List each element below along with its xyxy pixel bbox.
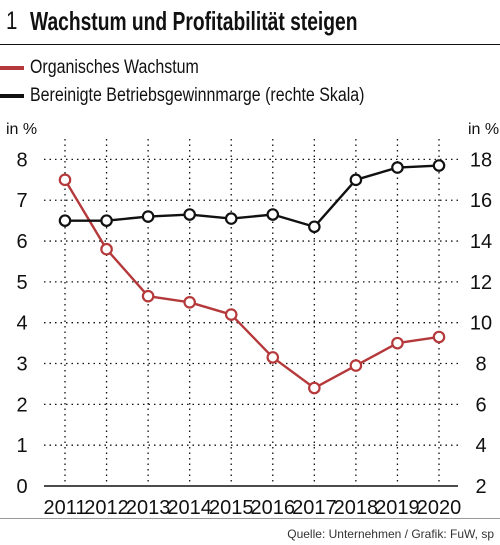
left-tick-label: 8	[16, 149, 27, 171]
data-point-operating-margin	[100, 214, 113, 227]
legend-item-margin: Bereinigte Betriebsgewinnmarge (rechte S…	[0, 84, 428, 108]
data-point-operating-margin	[183, 208, 196, 221]
x-tick-label: 2016	[251, 497, 296, 519]
data-point-organic-growth	[308, 381, 321, 395]
legend-label-organic: Organisches Wachstum	[30, 57, 199, 78]
data-point-operating-margin	[391, 161, 404, 174]
x-tick-label: 2019	[375, 497, 420, 519]
x-tick-label: 2011	[43, 497, 86, 519]
right-tick-label: 6	[475, 394, 486, 416]
data-point-operating-margin	[141, 210, 155, 223]
legend-swatch-margin	[0, 94, 24, 98]
x-tick-label: 2014	[167, 497, 212, 519]
data-point-operating-margin	[224, 212, 238, 225]
x-tick-label: 2017	[292, 497, 337, 519]
axes: 0123456782468101214161820112012201320142…	[16, 149, 492, 519]
chart-title: 1 Wachstum und Profitabilität steigen	[6, 4, 472, 38]
data-point-organic-growth	[58, 173, 72, 187]
left-tick-label: 6	[16, 231, 27, 253]
left-tick-label: 0	[16, 476, 27, 498]
legend-item-organic: Organisches Wachstum	[0, 56, 231, 80]
data-point-organic-growth	[183, 295, 196, 309]
data-point-operating-margin	[266, 208, 280, 221]
left-tick-label: 5	[16, 272, 27, 294]
data-point-operating-margin	[349, 173, 363, 187]
data-point-organic-growth	[266, 351, 280, 364]
data-point-organic-growth	[349, 359, 363, 372]
right-tick-label: 18	[470, 149, 492, 171]
title-rule	[0, 44, 500, 45]
data-points	[58, 159, 446, 395]
right-tick-label: 8	[475, 354, 486, 376]
x-tick-label: 2020	[417, 497, 462, 519]
series-line-operating-margin	[65, 164, 440, 228]
data-point-operating-margin	[308, 220, 321, 234]
series-lines	[63, 164, 440, 390]
right-tick-label: 14	[470, 231, 492, 253]
x-tick-label: 2013	[126, 497, 171, 519]
x-tick-label: 2018	[334, 497, 379, 519]
left-tick-label: 1	[16, 435, 27, 457]
right-axis-unit: in %	[468, 121, 499, 138]
data-point-organic-growth	[432, 330, 446, 344]
left-axis-unit: in %	[6, 121, 37, 138]
right-tick-label: 2	[475, 476, 486, 498]
left-tick-label: 4	[16, 313, 27, 335]
source-note: Quelle: Unternehmen / Grafik: FuW, sp	[287, 527, 494, 541]
x-tick-label: 2012	[84, 497, 129, 519]
data-point-organic-growth	[100, 242, 113, 256]
left-tick-label: 3	[16, 354, 27, 376]
data-point-operating-margin	[432, 159, 446, 172]
x-tick-label: 2015	[209, 497, 254, 519]
chart-title-text: Wachstum und Profitabilität steigen	[29, 5, 358, 36]
series-line-organic-growth	[63, 179, 440, 390]
data-point-organic-growth	[224, 308, 238, 321]
left-tick-label: 2	[16, 394, 27, 416]
right-tick-label: 16	[470, 190, 492, 212]
legend-label-margin: Bereinigte Betriebsgewinnmarge (rechte S…	[30, 85, 365, 106]
right-tick-label: 4	[475, 435, 486, 457]
data-point-organic-growth	[141, 289, 155, 303]
grid-lines	[44, 139, 458, 486]
right-tick-label: 12	[470, 272, 492, 294]
legend-swatch-organic	[0, 66, 24, 70]
data-point-organic-growth	[391, 336, 404, 350]
data-point-operating-margin	[58, 214, 72, 227]
source-rule	[0, 518, 500, 519]
left-tick-label: 7	[16, 190, 27, 212]
chart-number: 1	[6, 6, 18, 35]
right-tick-label: 10	[470, 313, 492, 335]
